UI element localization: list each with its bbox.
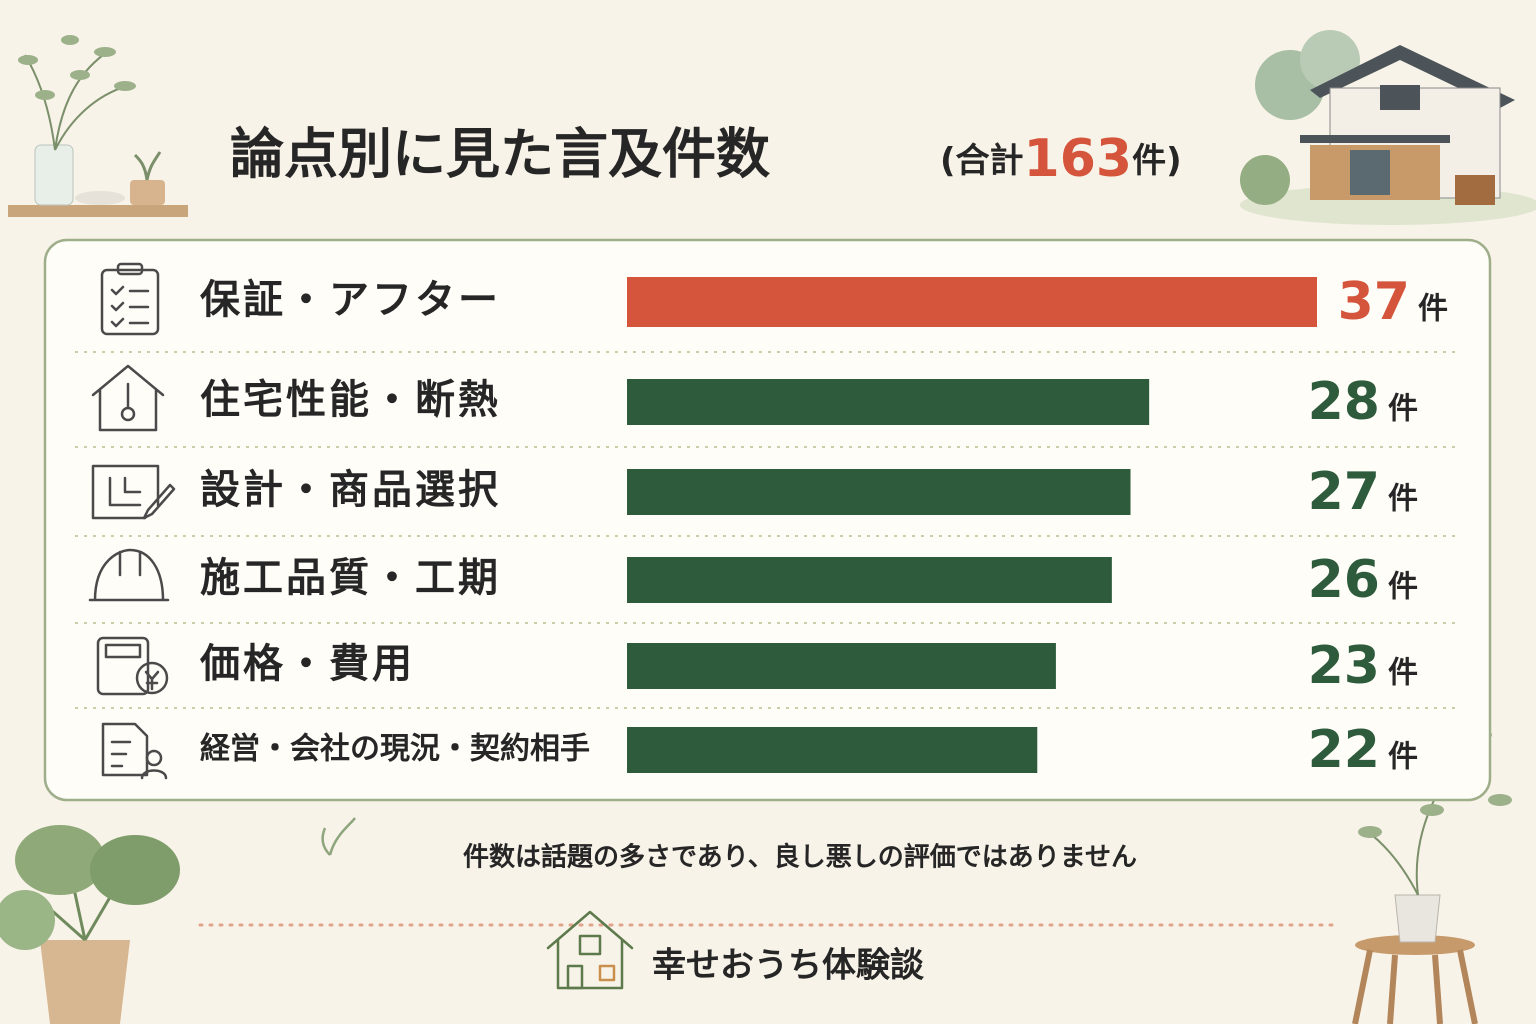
bar	[627, 379, 1150, 425]
value-unit: 件	[1388, 482, 1418, 517]
category-label: 施工品質・工期	[200, 555, 501, 601]
value-unit: 件	[1388, 740, 1418, 775]
title-prefix: (合計	[940, 141, 1024, 181]
value-label: 22	[1308, 720, 1380, 780]
value-unit: 件	[1388, 392, 1418, 427]
title-total: (合計163件)	[940, 129, 1182, 189]
category-label: 価格・費用	[199, 641, 415, 687]
decor-house	[1240, 30, 1536, 225]
brand-logo	[546, 910, 634, 990]
value-label: 37	[1338, 272, 1410, 332]
bar	[627, 557, 1112, 603]
category-label: 住宅性能・断熱	[200, 377, 501, 423]
value-label: 27	[1308, 462, 1380, 522]
value-unit: 件	[1418, 292, 1448, 327]
title-suffix: )	[1166, 141, 1182, 181]
category-label: 設計・商品選択	[200, 467, 501, 513]
row-icons	[88, 262, 176, 780]
note-leaf	[321, 817, 357, 856]
decor-shelf-plant	[8, 35, 188, 217]
note: 件数は話題の多さであり、良し悪しの評価ではありません	[463, 842, 1137, 873]
bar	[627, 469, 1131, 515]
bar	[627, 277, 1317, 327]
value-unit: 件	[1388, 570, 1418, 605]
title-unit: 件	[1132, 141, 1166, 181]
chart-title: 論点別に見た言及件数	[230, 123, 770, 186]
bar	[627, 727, 1038, 773]
decor-monstera	[0, 825, 180, 1024]
value-unit: 件	[1388, 656, 1418, 691]
value-label: 28	[1308, 372, 1380, 432]
value-label: 26	[1308, 550, 1380, 610]
title-total-number: 163	[1024, 129, 1133, 189]
bar	[627, 643, 1056, 689]
value-label: 23	[1308, 636, 1380, 696]
category-label: 経営・会社の現況・契約相手	[200, 732, 590, 767]
category-label: 保証・アフター	[200, 277, 501, 323]
brand: 幸せおうち体験談	[652, 946, 925, 986]
